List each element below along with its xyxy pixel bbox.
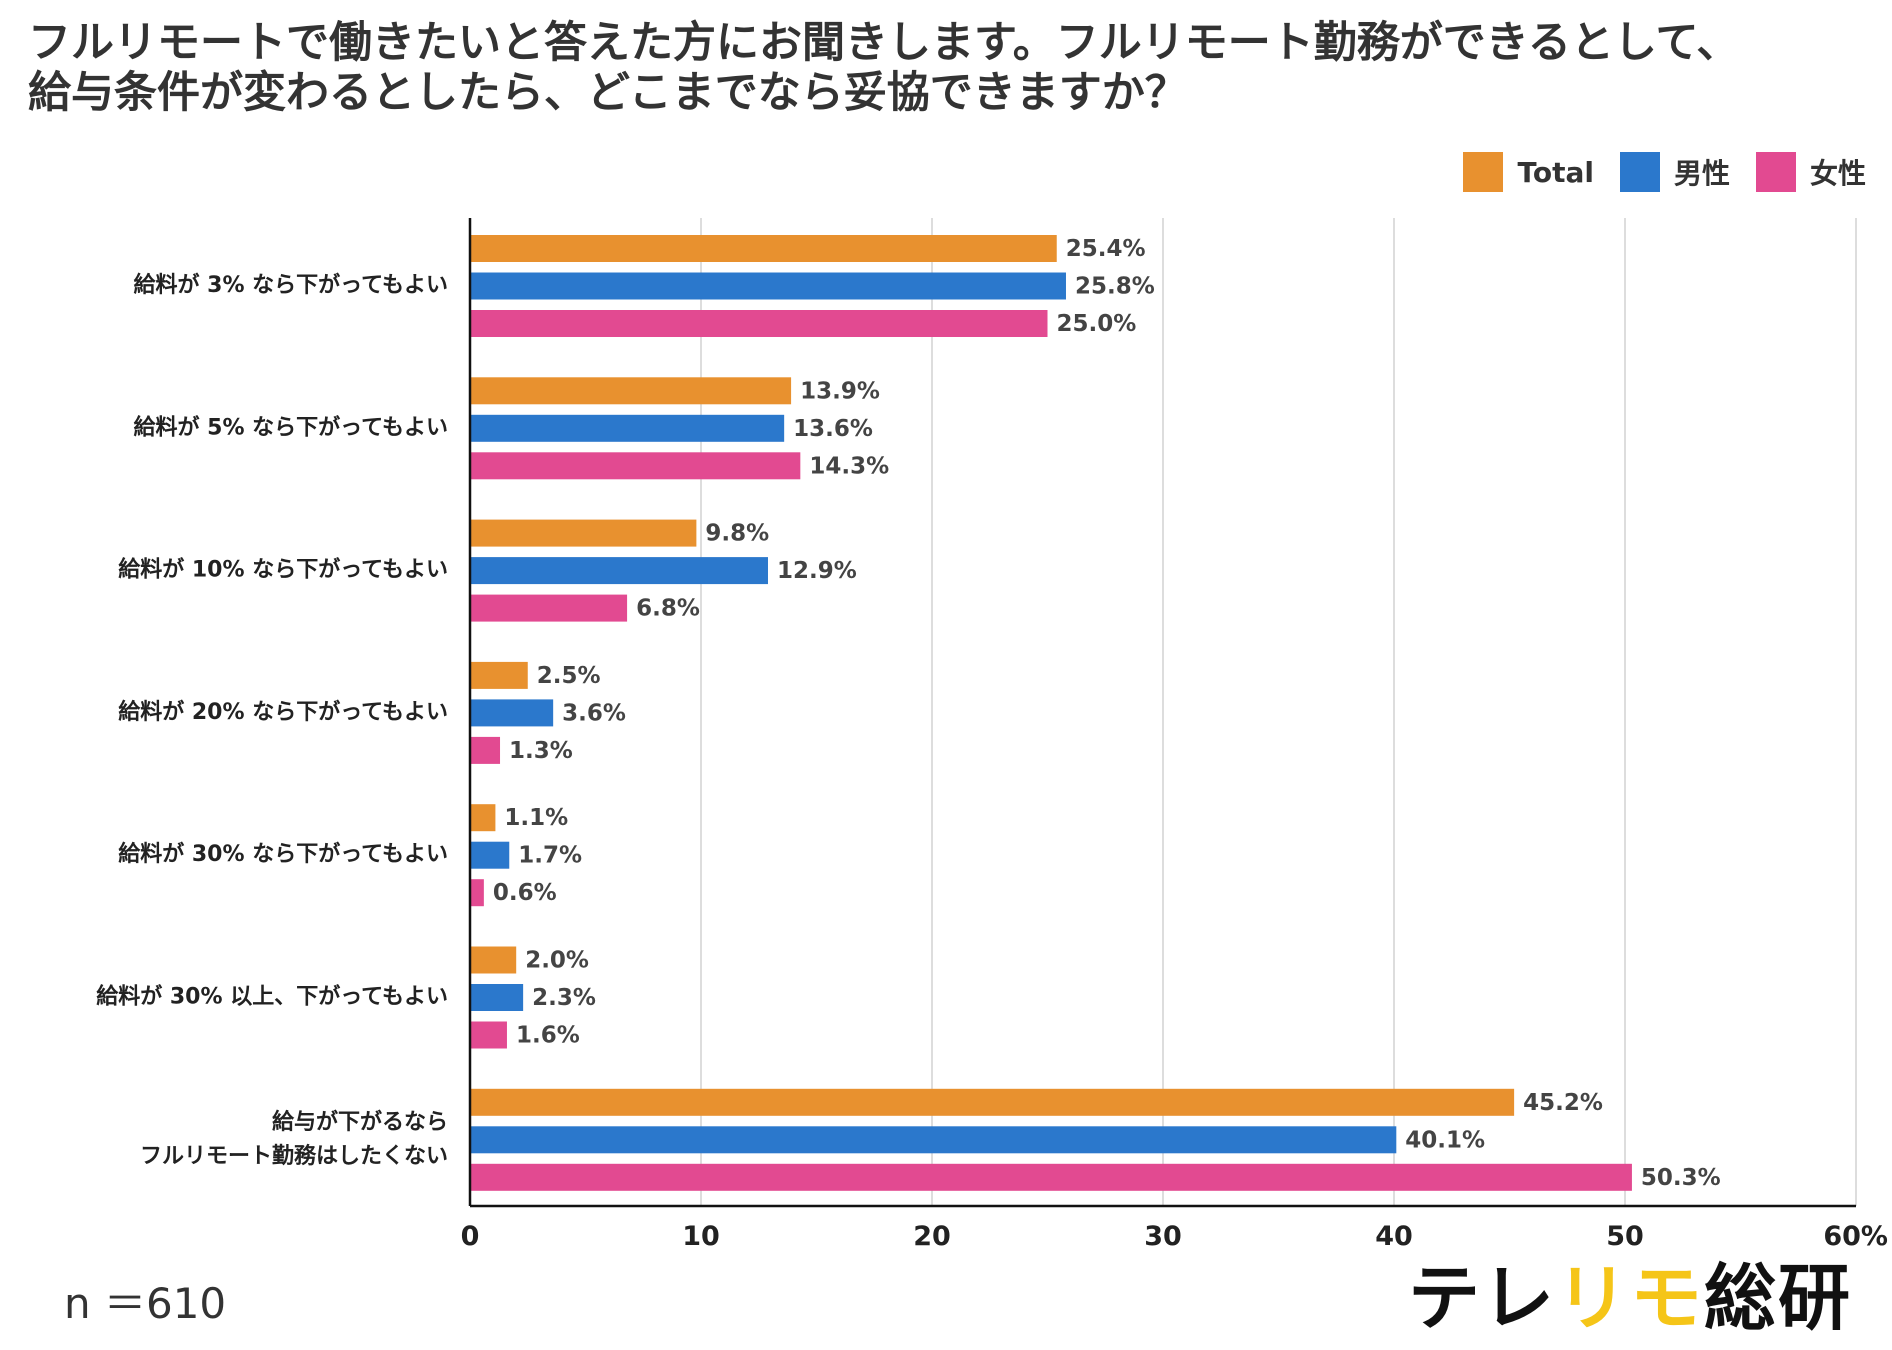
bar-chart: 25.4% 25.8% 25.0% 給料が 3% なら下がってもよい 13.9% 13.6… <box>96 218 1888 1252</box>
category-label-7-line-2: フルリモート勤務はしたくない <box>140 1143 448 1169</box>
x-tick-label-30: 30 <box>1144 1221 1182 1252</box>
category-label-3: 給料が 10% なら下がってもよい <box>118 557 448 583</box>
logo-part-3: 総研 <box>1703 1256 1852 1340</box>
legend-swatch-total <box>1463 152 1504 192</box>
legend-swatch-male <box>1619 152 1660 192</box>
data-label-male-5: 1.7% <box>518 843 582 869</box>
sample-size: n ＝610 <box>64 1279 227 1328</box>
logo-part-2: リモ <box>1555 1256 1704 1340</box>
x-tick-label-50: 50 <box>1606 1221 1644 1252</box>
bar-total-4 <box>470 661 528 689</box>
category-label-6: 給料が 30% 以上、下がってもよい <box>96 984 448 1010</box>
bar-total-7 <box>470 1088 1515 1116</box>
data-label-total-2: 13.9% <box>800 378 880 404</box>
category-label-1: 給料が 3% なら下がってもよい <box>134 272 448 298</box>
legend-label-male: 男性 <box>1673 157 1730 190</box>
logo-part-1: テレ <box>1407 1256 1556 1340</box>
data-label-male-1: 25.8% <box>1075 274 1155 300</box>
category-label-2: 給料が 5% なら下がってもよい <box>134 414 448 440</box>
chart-title-line-2: 給与条件が変わるとしたら、どこまでなら妥協できますか？ <box>28 68 1188 118</box>
data-label-total-4: 2.5% <box>537 663 601 689</box>
data-label-total-6: 2.0% <box>525 948 589 974</box>
category-label-7-line-1: 給与が下がるなら <box>272 1109 448 1135</box>
legend-label-female: 女性 <box>1809 157 1866 190</box>
bar-total-5 <box>470 804 496 832</box>
legend-item-female: 女性 <box>1755 152 1866 192</box>
bar-female-1 <box>470 310 1048 337</box>
bar-male-1 <box>470 272 1066 300</box>
bar-female-2 <box>470 452 801 480</box>
category-label-4: 給料が 20% なら下がってもよい <box>118 699 448 725</box>
bar-male-2 <box>470 414 785 442</box>
x-tick-label-40: 40 <box>1375 1221 1413 1252</box>
data-label-female-5: 0.6% <box>493 880 557 906</box>
bar-male-4 <box>470 699 554 727</box>
legend-item-total: Total <box>1463 152 1594 192</box>
legend: Total 男性 女性 <box>1463 152 1866 192</box>
data-label-female-2: 14.3% <box>809 453 889 479</box>
data-label-female-4: 1.3% <box>509 738 573 764</box>
data-label-female-7: 50.3% <box>1641 1165 1721 1191</box>
legend-label-total: Total <box>1517 155 1594 189</box>
data-label-male-2: 13.6% <box>793 416 873 442</box>
x-tick-label-0: 0 <box>461 1221 480 1252</box>
bar-male-6 <box>470 984 524 1011</box>
brand-logo: テレリモ総研 <box>1408 1258 1852 1338</box>
bar-total-3 <box>470 519 697 547</box>
bar-female-7 <box>470 1163 1632 1191</box>
legend-item-male: 男性 <box>1619 152 1730 192</box>
data-label-total-7: 45.2% <box>1523 1090 1603 1116</box>
data-label-male-3: 12.9% <box>777 558 857 584</box>
legend-swatch-female <box>1755 152 1796 192</box>
category-label-5: 給料が 30% なら下がってもよい <box>118 841 448 867</box>
bar-male-5 <box>470 841 510 869</box>
chart-title-line-1: フルリモートで働きたいと答えた方にお聞きします。フルリモート勤務ができるとして、 <box>28 18 1740 68</box>
bar-female-3 <box>470 594 628 622</box>
bar-female-5 <box>470 879 484 907</box>
data-label-total-5: 1.1% <box>504 805 568 831</box>
data-label-total-3: 9.8% <box>705 521 769 547</box>
data-label-male-4: 3.6% <box>562 700 626 726</box>
bar-total-6 <box>470 946 517 974</box>
data-label-female-6: 1.6% <box>516 1023 580 1049</box>
data-label-female-3: 6.8% <box>636 596 700 622</box>
data-label-female-1: 25.0% <box>1057 311 1137 337</box>
x-tick-label-10: 10 <box>682 1221 720 1252</box>
bar-total-1 <box>470 235 1057 262</box>
x-tick-label-60: 60% <box>1823 1221 1888 1252</box>
bar-female-6 <box>470 1021 507 1049</box>
bar-male-7 <box>470 1126 1397 1154</box>
data-label-total-1: 25.4% <box>1066 236 1146 262</box>
bar-total-2 <box>470 377 792 405</box>
bar-male-3 <box>470 557 768 585</box>
bar-female-4 <box>470 736 501 764</box>
data-label-male-7: 40.1% <box>1405 1127 1485 1153</box>
chart-title: フルリモートで働きたいと答えた方にお聞きします。フルリモート勤務ができるとして、… <box>28 18 1868 118</box>
x-tick-label-20: 20 <box>913 1221 951 1252</box>
data-label-male-6: 2.3% <box>532 985 596 1011</box>
